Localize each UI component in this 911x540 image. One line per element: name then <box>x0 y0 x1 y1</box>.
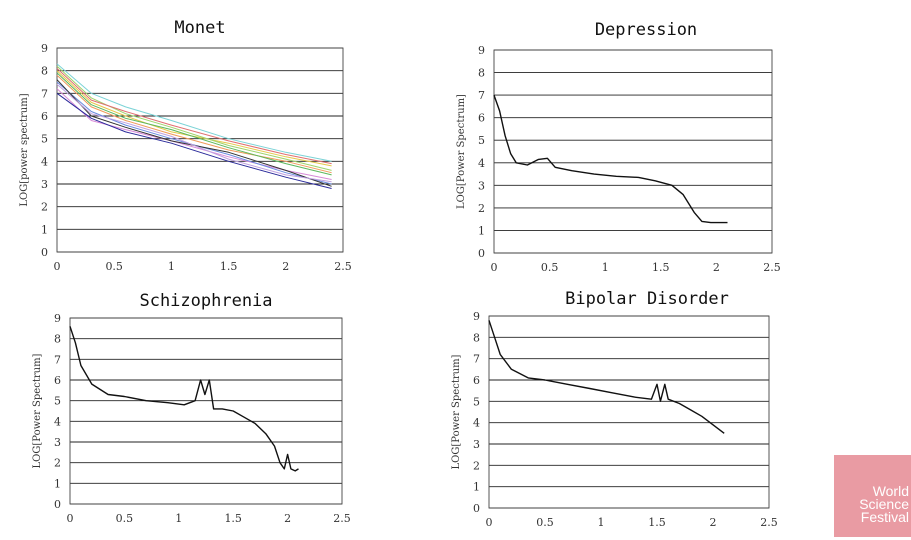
x-tick-label: 2.5 <box>333 512 351 525</box>
logo-line-2: Science <box>859 496 909 512</box>
x-tick-label: 1 <box>602 261 609 274</box>
y-tick-label: 6 <box>473 374 480 387</box>
y-tick-label: 1 <box>54 477 61 490</box>
y-tick-label: 4 <box>54 415 61 428</box>
y-tick-label: 7 <box>473 353 480 366</box>
x-tick-label: 0.5 <box>536 516 554 529</box>
chart-panel-0: Monet 0 1 2 3 4 5 6 7 8 9 0 0.5 1 1.5 2 2.5 LOG[power spe… <box>19 18 352 273</box>
y-axis-label: LOG[Power Spectrum] <box>32 353 43 468</box>
y-tick-label: 8 <box>54 333 61 346</box>
y-tick-label: 4 <box>473 417 480 430</box>
series-line-1 <box>56 70 332 167</box>
x-tick-label: 2.5 <box>334 260 352 273</box>
series-line-5 <box>56 81 332 185</box>
x-tick-label: 0 <box>486 516 493 529</box>
x-tick-label: 2 <box>284 512 291 525</box>
y-tick-label: 4 <box>41 155 48 168</box>
y-tick-label: 6 <box>54 374 61 387</box>
plot-frame <box>493 49 773 254</box>
chart-panel-2: Schizophrenia 0 1 2 3 4 5 6 7 8 9 0 0.5 1 1.5 2 2.5 LOG[P… <box>32 291 351 525</box>
y-tick-label: 3 <box>473 438 480 451</box>
x-tick-label: 0 <box>54 260 61 273</box>
y-tick-label: 2 <box>54 457 61 470</box>
y-tick-label: 9 <box>41 42 48 55</box>
y-tick-label: 1 <box>478 224 485 237</box>
y-tick-label: 3 <box>54 436 61 449</box>
series-line-0 <box>56 63 332 162</box>
y-tick-label: 8 <box>41 65 48 78</box>
y-tick-label: 5 <box>41 133 48 146</box>
x-tick-label: 1.5 <box>648 516 666 529</box>
x-tick-label: 2.5 <box>763 261 781 274</box>
y-tick-label: 8 <box>473 331 480 344</box>
y-tick-label: 9 <box>473 310 480 323</box>
series-line-0 <box>488 320 725 434</box>
chart-title: Depression <box>595 20 697 40</box>
y-tick-label: 2 <box>478 202 485 215</box>
y-tick-label: 2 <box>41 201 48 214</box>
logo-line-3: Festival <box>860 509 909 525</box>
y-tick-label: 5 <box>478 134 485 147</box>
x-tick-label: 0.5 <box>541 261 559 274</box>
y-tick-label: 1 <box>41 223 48 236</box>
y-tick-label: 9 <box>54 312 61 325</box>
x-tick-label: 0 <box>491 261 498 274</box>
y-tick-label: 6 <box>41 110 48 123</box>
series-line-7 <box>56 79 332 187</box>
x-tick-label: 1 <box>168 260 175 273</box>
x-tick-label: 2 <box>282 260 289 273</box>
plot-frame <box>56 47 344 253</box>
x-tick-label: 2 <box>713 261 720 274</box>
series-line-0 <box>69 326 299 472</box>
plot-frame <box>69 317 343 505</box>
x-tick-label: 0.5 <box>116 512 134 525</box>
y-tick-label: 0 <box>41 246 48 259</box>
series-line-10 <box>56 68 332 165</box>
y-axis-label: LOG[Power Spectrum] <box>451 354 462 469</box>
y-tick-label: 0 <box>54 498 61 511</box>
y-axis-label: LOG[power spectrum] <box>19 93 30 206</box>
chart-panel-1: Depression 0 1 2 3 4 5 6 7 8 9 0 0.5 1 1.5 2 2.5 LOG[Powe… <box>456 20 781 274</box>
chart-title: Schizophrenia <box>139 291 272 311</box>
y-tick-label: 0 <box>473 502 480 515</box>
series-line-8 <box>56 72 332 176</box>
chart-panel-3: Bipolar Disorder 0 1 2 3 4 5 6 7 8 9 0 0.5 1 1.5 2 2.5 LO… <box>451 289 778 529</box>
chart-title: Bipolar Disorder <box>565 289 729 309</box>
y-tick-label: 2 <box>473 459 480 472</box>
x-tick-label: 1 <box>598 516 605 529</box>
y-tick-label: 0 <box>478 247 485 260</box>
y-tick-label: 5 <box>473 395 480 408</box>
y-tick-label: 3 <box>478 179 485 192</box>
y-tick-label: 1 <box>473 481 480 494</box>
y-tick-label: 7 <box>54 353 61 366</box>
y-axis-label: LOG[Power Spectrum] <box>456 94 467 209</box>
series-line-2 <box>56 74 332 174</box>
festival-logo: World Science Festival <box>834 455 911 537</box>
y-tick-label: 5 <box>54 395 61 408</box>
series-line-3 <box>56 65 332 171</box>
y-tick-label: 7 <box>478 89 485 102</box>
series-line-6 <box>56 92 332 189</box>
y-tick-label: 4 <box>478 157 485 170</box>
logo-line-1: World <box>872 483 909 499</box>
festival-logo-text: World Science Festival <box>859 483 909 525</box>
y-tick-label: 8 <box>478 67 485 80</box>
x-tick-label: 1.5 <box>652 261 670 274</box>
y-tick-label: 3 <box>41 178 48 191</box>
series-line-9 <box>56 83 332 183</box>
chart-title: Monet <box>174 18 225 38</box>
y-tick-label: 7 <box>41 87 48 100</box>
y-tick-label: 9 <box>478 44 485 57</box>
series-line-0 <box>493 94 728 224</box>
x-tick-label: 1.5 <box>220 260 238 273</box>
plot-frame <box>488 315 770 509</box>
y-tick-label: 6 <box>478 112 485 125</box>
x-tick-label: 1.5 <box>224 512 242 525</box>
x-tick-label: 1 <box>175 512 182 525</box>
x-tick-label: 0.5 <box>105 260 123 273</box>
x-tick-label: 2.5 <box>760 516 778 529</box>
x-tick-label: 0 <box>67 512 74 525</box>
x-tick-label: 2 <box>710 516 717 529</box>
